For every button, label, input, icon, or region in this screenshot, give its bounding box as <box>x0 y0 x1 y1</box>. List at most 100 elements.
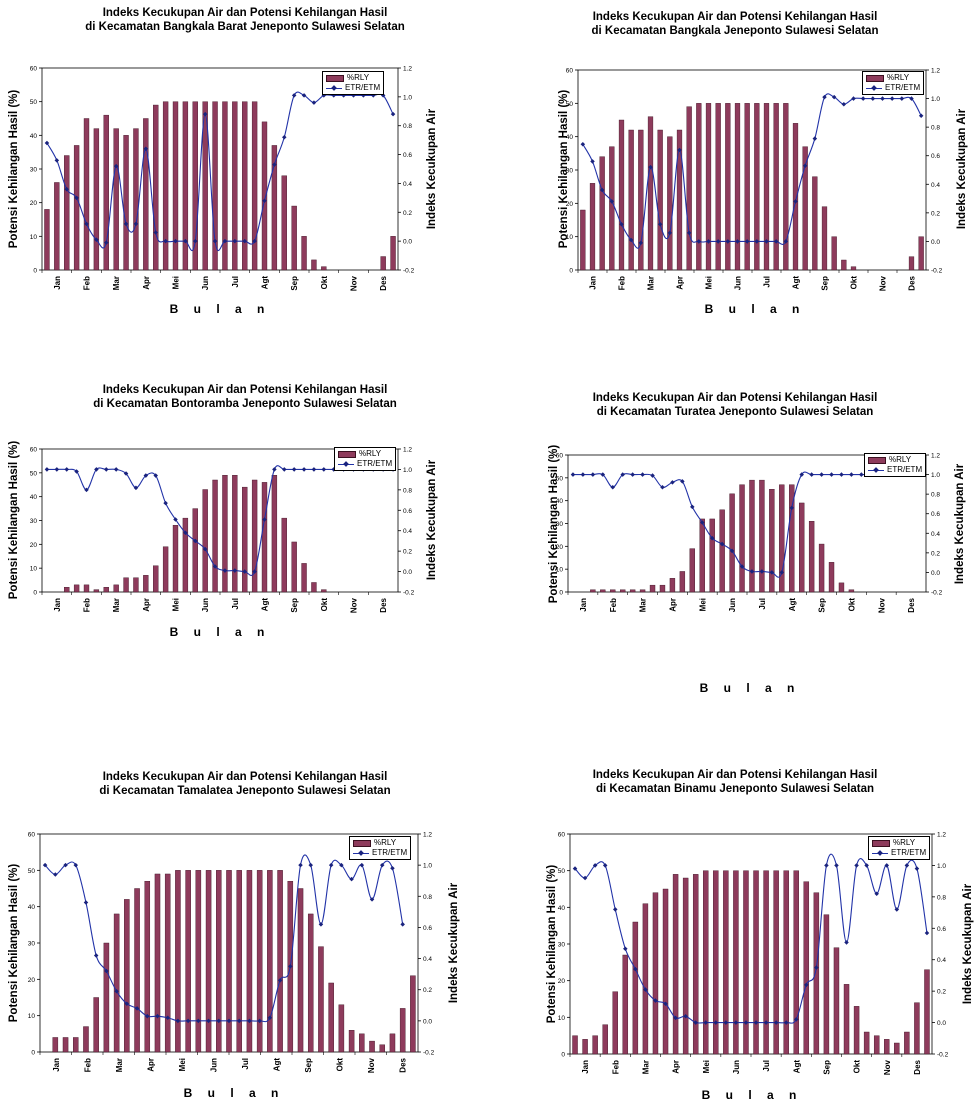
y2-tick-label: 1.2 <box>403 447 412 454</box>
rly-bar <box>705 103 712 271</box>
etr-etm-marker <box>272 467 277 472</box>
x-tick-label: Agt <box>792 1060 801 1074</box>
rly-bar <box>729 493 735 593</box>
rly-bar <box>763 870 769 1055</box>
legend-label-etr: ETR/ETM <box>357 459 393 468</box>
legend-label-etr: ETR/ETM <box>885 83 921 92</box>
rly-bar <box>652 892 659 1055</box>
chart-title: Indeks Kecukupan Air dan Potensi Kehilan… <box>592 769 878 781</box>
y2-tick-label: 1.0 <box>423 863 432 870</box>
y2-tick-label: -0.2 <box>937 1052 949 1059</box>
rly-bar <box>821 206 828 271</box>
chart-title: Indeks Kecukupan Air dan Potensi Kehilan… <box>102 7 388 19</box>
y-tick-label: 10 <box>30 566 38 573</box>
y-axis-label: Potensi Kehilangan Hasil (%) <box>8 863 20 1023</box>
etr-etm-marker <box>763 1020 769 1025</box>
etr-etm-marker <box>619 222 624 227</box>
etr-etm-marker <box>854 863 859 868</box>
y2-tick-label: 0.6 <box>931 511 940 518</box>
rly-bar <box>328 982 334 1053</box>
rly-bar <box>410 975 416 1053</box>
legend-label-rly: %RLY <box>359 449 382 458</box>
rly-bar <box>802 146 808 271</box>
rly-bar <box>202 489 208 593</box>
legend-line-swatch <box>353 851 369 856</box>
etr-etm-line <box>572 471 922 578</box>
chart-binamu: Indeks Kecukupan Air dan Potensi Kehilan… <box>490 738 980 1107</box>
etr-etm-marker <box>53 872 58 877</box>
rly-bar <box>618 119 625 271</box>
x-tick-label: Mar <box>112 598 121 612</box>
rly-bar <box>113 584 119 593</box>
y-tick-label: 0 <box>569 268 573 275</box>
chart-legend: %RLY ETR/ETM <box>334 447 397 471</box>
etr-etm-marker <box>880 96 885 101</box>
rly-bar <box>236 870 242 1053</box>
chart-plot: 0 10 20 30 40 50 60 -0.2 0.0 0.2 0.4 0.6 0.8 1.0 1.2 Ja… <box>556 453 943 614</box>
x-tick-label: Sep <box>290 598 299 613</box>
rly-bar <box>64 587 70 593</box>
y2-tick-label: 0.0 <box>403 569 412 576</box>
x-axis-label: B u l a n <box>701 1088 803 1102</box>
rly-bar <box>719 509 725 593</box>
y-axis-label: Potensi Kehilangan Hasil (%) <box>546 864 558 1024</box>
rly-bar <box>823 914 830 1055</box>
etr-etm-marker <box>123 221 129 227</box>
y2-tick-label: 0.6 <box>403 152 412 159</box>
rly-bar <box>754 103 760 271</box>
etr-etm-marker <box>909 96 914 101</box>
rly-bar <box>83 584 90 593</box>
etr-etm-marker <box>155 1013 160 1019</box>
x-tick-label: Apr <box>672 1060 681 1074</box>
y2-tick-label: 0.8 <box>931 492 940 499</box>
rly-bar <box>813 892 820 1055</box>
rly-bar <box>783 870 789 1055</box>
y-tick-label: 0 <box>559 590 563 597</box>
x-tick-label: Nov <box>877 597 886 613</box>
x-tick-label: Jun <box>201 276 210 290</box>
x-tick-label: Nov <box>367 1057 376 1073</box>
rly-bar <box>291 205 297 271</box>
x-tick-label: Sep <box>822 1060 831 1075</box>
etr-etm-marker <box>257 1018 262 1024</box>
etr-etm-marker <box>54 158 60 163</box>
etr-etm-marker <box>844 940 849 945</box>
rly-bar <box>831 236 837 271</box>
x-tick-label: Jul <box>758 598 767 610</box>
y-tick-label: 20 <box>556 544 564 551</box>
rly-bar <box>924 969 930 1055</box>
x-tick-label: Apr <box>668 598 677 612</box>
rly-bar <box>103 587 109 593</box>
rly-bar <box>134 888 140 1053</box>
chart-plot: 0 10 20 30 40 50 60 -0.2 0.0 0.2 0.4 0.6 0.8 1.0 1.2 Ja… <box>558 832 949 1076</box>
rly-bar <box>153 565 159 593</box>
etr-etm-marker <box>693 1020 698 1025</box>
etr-etm-marker <box>163 500 168 506</box>
rly-bar <box>113 128 119 271</box>
y2-tick-label: 1.2 <box>403 66 412 73</box>
rly-bar <box>175 870 181 1053</box>
rly-bar <box>739 484 745 593</box>
etr-etm-marker <box>663 1001 668 1006</box>
y2-tick-label: -0.2 <box>931 268 943 275</box>
x-tick-label: Okt <box>847 598 856 612</box>
rly-bar <box>743 870 749 1055</box>
y2-tick-label: 0.8 <box>423 894 432 901</box>
rly-bar <box>647 116 654 271</box>
rly-bar <box>638 129 644 271</box>
y2-tick-label: 1.0 <box>937 863 946 870</box>
etr-etm-marker <box>301 467 307 472</box>
rly-bar <box>580 209 586 271</box>
rly-bar <box>649 584 656 593</box>
rly-bar <box>769 489 775 593</box>
y2-tick-label: 0.6 <box>931 153 940 160</box>
y-tick-label: 50 <box>30 470 38 477</box>
rly-bar <box>380 256 386 271</box>
y-tick-label: 60 <box>566 68 574 75</box>
etr-etm-marker <box>623 946 628 951</box>
y2-tick-label: 0.2 <box>403 549 412 556</box>
x-tick-label: Jun <box>734 276 743 290</box>
rly-bar <box>850 266 857 271</box>
rly-bar <box>164 873 171 1053</box>
x-tick-label: Mei <box>178 1058 187 1071</box>
